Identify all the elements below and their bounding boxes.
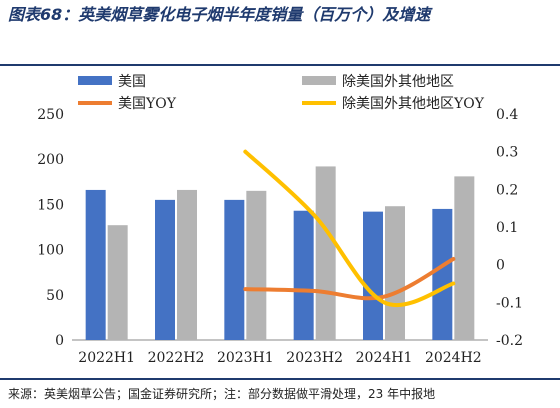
y-left-tick-label: 150 (37, 197, 64, 213)
y-right-tick-label: 0.2 (496, 182, 518, 198)
source-rule (0, 378, 560, 380)
bar-other (177, 189, 197, 340)
bars (85, 166, 475, 340)
bar-other (385, 206, 405, 340)
y-left-tick-label: 100 (37, 243, 64, 259)
legend-swatch-us (78, 76, 112, 85)
x-tick-label: 2023H1 (217, 350, 274, 366)
legend: 美国 除美国外其他地区 美国YOY 除美国外其他地区YOY (78, 74, 485, 112)
source-note: 来源：英美烟草公告；国金证券研究所；注：部分数据做平滑处理，23 年中报地 (8, 387, 436, 401)
legend-label-us-yoy: 美国YOY (118, 96, 177, 112)
bar-us (432, 208, 453, 340)
x-tick-label: 2023H2 (286, 350, 343, 366)
y-left-tick-label: 200 (37, 152, 64, 168)
legend-label-other: 除美国外其他地区 (342, 74, 454, 90)
legend-swatch-other (302, 76, 336, 85)
bar-us (155, 199, 175, 340)
title-rule (0, 64, 560, 66)
x-tick-label: 2024H1 (356, 350, 413, 366)
bar-us (363, 211, 383, 340)
bar-other (246, 190, 267, 340)
y-right-tick-label: 0.3 (496, 145, 518, 161)
y-left-tick-label: 0 (55, 333, 64, 349)
y-right-tick-label: 0.4 (496, 107, 518, 123)
bar-other (107, 225, 128, 340)
bar-other (454, 176, 475, 340)
line-other-yoy (243, 149, 456, 308)
y-right-tick-label: 0.1 (496, 220, 518, 236)
legend-label-other-yoy: 除美国外其他地区YOY (342, 96, 485, 112)
bar-us (224, 199, 245, 340)
bar-us (293, 210, 314, 340)
line-us-yoy (243, 257, 456, 301)
axes: 0 50 100 150 200 250 -0.2 -0.1 0 0.1 0.2 0.3 0.4 2022… (37, 107, 523, 366)
bar-other (315, 166, 336, 340)
bar-us (85, 189, 106, 340)
y-left-tick-label: 250 (37, 107, 64, 123)
lines (243, 149, 456, 308)
y-right-tick-label: -0.2 (496, 333, 523, 349)
chart-title: 图表68：英美烟草雾化电子烟半年度销量（百万个）及增速 (8, 5, 431, 24)
legend-label-us: 美国 (118, 74, 146, 90)
x-tick-label: 2024H2 (425, 350, 482, 366)
x-tick-label: 2022H1 (78, 350, 135, 366)
x-tick-label: 2022H2 (148, 350, 205, 366)
y-right-tick-label: 0 (496, 258, 505, 274)
y-right-tick-label: -0.1 (496, 295, 523, 311)
y-left-tick-label: 50 (46, 288, 64, 304)
